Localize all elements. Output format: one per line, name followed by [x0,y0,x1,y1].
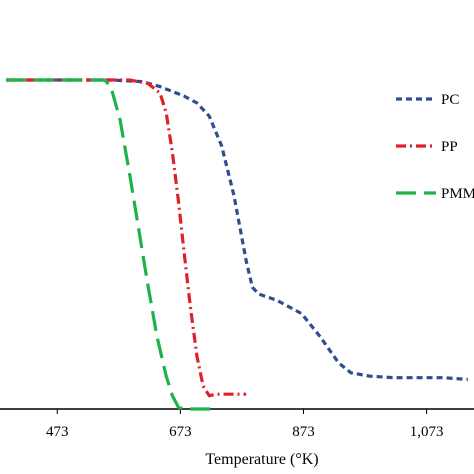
legend-label: PC [441,92,459,108]
series-line-pc [6,78,468,381]
legend-label: PP [441,139,458,155]
x-axis-title: Temperature (°K) [205,451,318,468]
x-tick-label: 473 [46,424,69,440]
series-line-pmma [6,78,216,411]
x-tick-label: 873 [292,424,315,440]
x-tick-label: 673 [169,424,192,440]
series-layer [6,78,468,411]
x-tick-label: 1,073 [410,424,444,440]
x-axis-ticks: 473 673 873 1,073 [46,409,443,440]
legend-label: PMM [441,186,474,202]
legend: PC PP PMM [396,92,474,202]
series-line-pp [6,78,247,398]
